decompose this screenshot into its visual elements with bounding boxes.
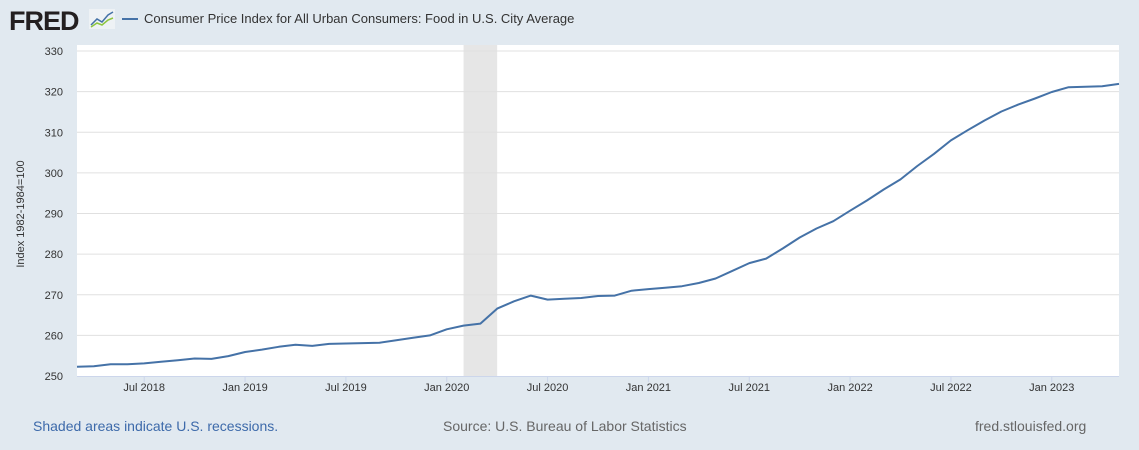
recession-note-link[interactable]: Shaded areas indicate U.S. recessions. [33,418,279,434]
fred-logo[interactable]: FRED [9,6,79,36]
x-tick-label: Jul 2022 [930,382,972,394]
chart-legend: Consumer Price Index for All Urban Consu… [122,11,574,26]
y-tick-label: 330 [45,46,63,58]
fred-chart-icon [89,9,115,29]
y-tick-label: 310 [45,127,63,139]
x-tick-label: Jan 2021 [626,382,671,394]
x-tick-label: Jan 2022 [827,382,872,394]
line-chart: 250 260 270 280 290 300 310 320 330 Jul 2018 Jan 2… [15,45,1120,394]
x-tick-label: Jan 2023 [1029,382,1074,394]
x-tick-label: Jan 2019 [222,382,267,394]
x-tick-label: Jul 2018 [123,382,165,394]
y-tick-label: 260 [45,330,63,342]
source-text: Source: U.S. Bureau of Labor Statistics [443,418,687,434]
recession-shade [463,45,498,376]
fred-site-link[interactable]: fred.stlouisfed.org [975,418,1087,434]
x-tick-label: Jul 2020 [527,382,569,394]
y-tick-label: 300 [45,168,63,180]
legend-label: Consumer Price Index for All Urban Consu… [144,11,575,26]
x-tick-label: Jul 2019 [325,382,367,394]
legend-swatch [122,17,138,20]
x-tick-label: Jan 2020 [424,382,469,394]
plot-area [77,45,1119,376]
y-tick-label: 320 [45,87,63,99]
series-line [76,82,1120,368]
y-tick-label: 250 [45,371,63,383]
y-tick-label: 280 [45,249,63,261]
x-tick-label: Jul 2021 [728,382,770,394]
y-tick-label: 290 [45,209,63,221]
y-axis-title: Index 1982-1984=100 [15,160,27,267]
y-tick-label: 270 [45,290,63,302]
